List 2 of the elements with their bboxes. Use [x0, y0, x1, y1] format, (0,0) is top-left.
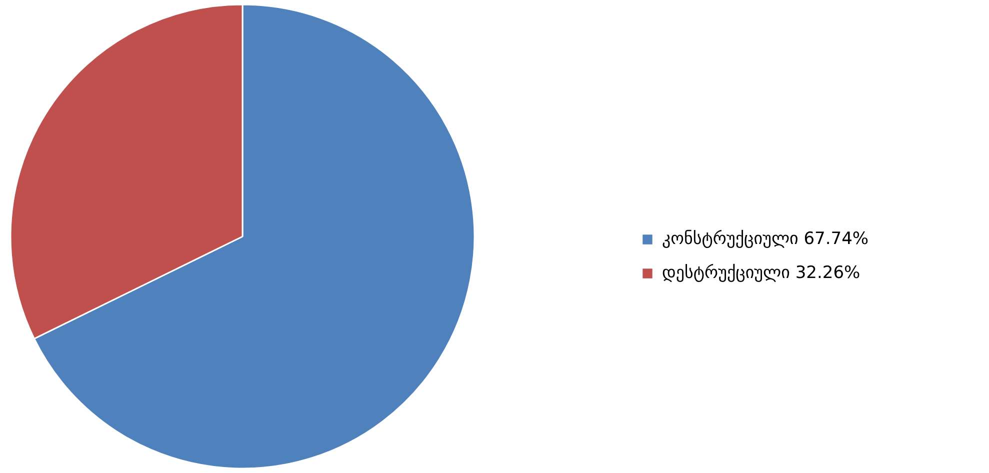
legend-label: დესტრუქციული 32.26%: [662, 263, 860, 283]
legend-label: კონსტრუქციული 67.74%: [662, 229, 869, 249]
